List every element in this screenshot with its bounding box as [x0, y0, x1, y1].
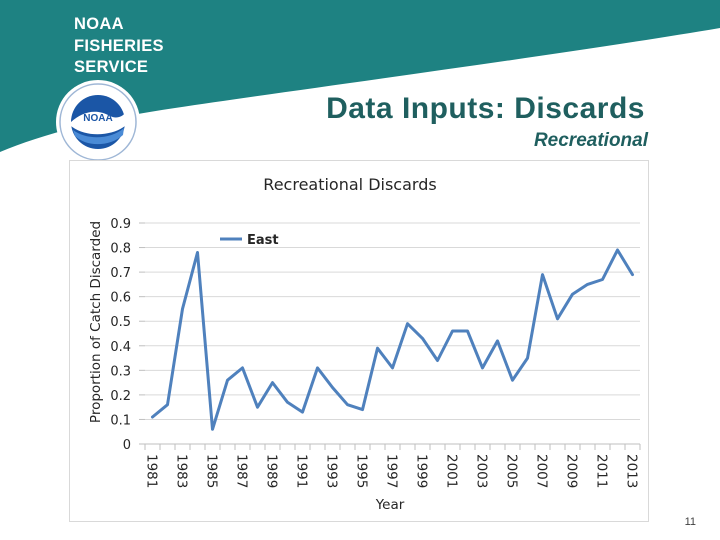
data-point: [361, 408, 364, 411]
x-tick-label: 1989: [264, 454, 280, 488]
data-point: [316, 366, 319, 370]
x-tick-label: 1991: [294, 454, 310, 488]
data-point: [151, 415, 154, 419]
x-tick-label: 2011: [594, 454, 610, 488]
x-tick-label: 1987: [234, 454, 250, 488]
data-point: [556, 317, 559, 320]
data-point: [346, 403, 349, 406]
y-tick-label: 0.9: [110, 217, 131, 232]
data-point: [271, 381, 274, 384]
y-axis-title: Proportion of Catch Discarded: [88, 221, 104, 423]
x-tick-label: 1985: [204, 454, 220, 488]
data-point: [616, 248, 619, 252]
data-point: [181, 307, 184, 311]
data-point: [466, 329, 469, 333]
noaa-logo: [56, 80, 140, 164]
chart-area: Recreational Discards Proportion of Catc…: [69, 160, 649, 522]
x-axis-title: Year: [375, 497, 405, 513]
data-point: [166, 403, 169, 406]
y-tick-label: 0.7: [110, 266, 131, 281]
header-banner: NOAA: [0, 0, 720, 164]
x-tick-label: 1999: [414, 454, 430, 488]
noaa-logo-text: NOAA: [83, 113, 112, 124]
y-tick-label: 0.2: [110, 389, 131, 404]
data-point: [586, 283, 589, 286]
data-point: [511, 378, 514, 382]
x-tick-label: 1981: [144, 454, 160, 488]
data-point: [481, 366, 484, 370]
y-tick-label: 0: [123, 438, 131, 453]
slide-subtitle: Recreational: [533, 130, 648, 151]
data-point: [571, 293, 574, 296]
x-tick-label: 2009: [564, 454, 580, 488]
data-point: [301, 410, 304, 414]
x-tick-label: 2001: [444, 454, 460, 488]
x-tick-label: 2003: [474, 454, 490, 488]
data-point: [256, 405, 259, 409]
line-chart: Recreational Discards Proportion of Catc…: [88, 175, 641, 513]
brand-noaa: NOAA: [74, 15, 124, 33]
data-point: [451, 329, 454, 333]
x-tick-label: 2007: [534, 454, 550, 488]
banner-teal-swoosh: [0, 0, 720, 152]
data-point: [331, 386, 334, 389]
y-tick-label: 0.5: [110, 315, 131, 330]
x-tick-label: 2005: [504, 454, 520, 488]
y-tick-label: 0.6: [110, 291, 131, 306]
data-point: [631, 273, 634, 276]
data-point: [211, 428, 214, 431]
brand-service: SERVICE: [74, 58, 149, 76]
y-tick-label: 0.3: [110, 364, 131, 379]
y-tick-label: 0.1: [110, 413, 131, 428]
x-tick-label: 1983: [174, 454, 190, 488]
x-tick-label: 1993: [324, 454, 340, 488]
data-point: [241, 366, 244, 370]
data-point: [601, 278, 604, 281]
legend-label: East: [247, 233, 279, 248]
x-tick-label: 1995: [354, 454, 370, 488]
data-point: [196, 251, 199, 254]
data-point: [376, 347, 379, 350]
brand-fisheries: FISHERIES: [74, 37, 164, 55]
data-point: [541, 273, 544, 276]
series-line-east: [151, 248, 634, 431]
x-tick-label: 2013: [624, 454, 640, 488]
y-tick-label: 0.4: [110, 340, 131, 355]
data-point: [436, 359, 439, 362]
slide-title: Data Inputs: Discards: [326, 92, 645, 125]
y-tick-label: 0.8: [110, 242, 131, 257]
data-point: [496, 339, 499, 343]
data-point: [526, 356, 529, 360]
page-number: 11: [684, 516, 696, 528]
x-tick-label: 1997: [384, 454, 400, 488]
data-point: [226, 378, 229, 382]
data-point: [406, 322, 409, 325]
data-point: [286, 401, 289, 404]
chart-title: Recreational Discards: [263, 175, 436, 194]
data-point: [421, 337, 424, 340]
data-point: [391, 366, 394, 370]
